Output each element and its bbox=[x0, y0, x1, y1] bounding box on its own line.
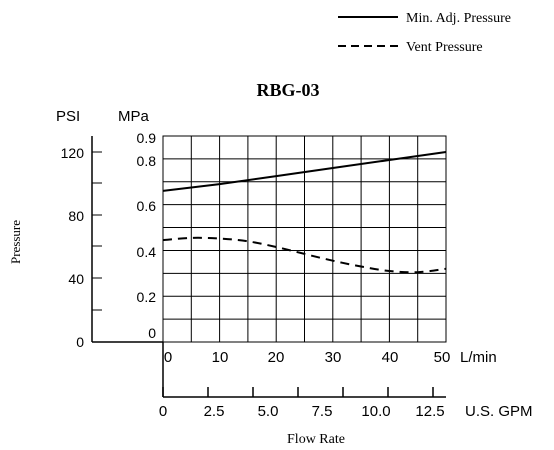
gpm-unit-label: U.S. GPM bbox=[465, 403, 533, 420]
y-right-unit-label: MPa bbox=[118, 108, 150, 125]
gpm-tick-label: 0 bbox=[159, 403, 167, 420]
mpa-tick-label: 0 bbox=[148, 325, 156, 341]
lmin-tick-label: 50 bbox=[434, 349, 451, 366]
legend-label-min-adj-pressure: Min. Adj. Pressure bbox=[406, 11, 511, 26]
lmin-tick-label: 40 bbox=[382, 349, 399, 366]
lmin-unit-label: L/min bbox=[460, 349, 497, 366]
x-axis-title: Flow Rate bbox=[287, 432, 345, 447]
series-layer bbox=[162, 151, 447, 274]
mpa-tick-label: 0.4 bbox=[137, 244, 157, 260]
psi-tick-label: 40 bbox=[68, 271, 84, 287]
grid bbox=[163, 136, 446, 342]
psi-tick-label: 0 bbox=[76, 334, 84, 350]
gpm-tick-label: 10.0 bbox=[361, 403, 390, 420]
plot-area bbox=[162, 135, 447, 343]
y-left-unit-label: PSI bbox=[56, 108, 80, 125]
gpm-tick-label: 12.5 bbox=[415, 403, 444, 420]
mpa-tick-label: 0.9 bbox=[137, 130, 157, 146]
lmin-tick-label: 0 bbox=[164, 349, 172, 366]
mpa-tick-label: 0.6 bbox=[137, 198, 157, 214]
gpm-ticks bbox=[162, 387, 434, 397]
lmin-tick-label: 20 bbox=[268, 349, 285, 366]
mpa-axis: 0 0.2 0.4 0.6 0.8 0.9 bbox=[137, 130, 157, 341]
series-line-min-adj-pressure bbox=[162, 151, 447, 192]
gpm-tick-label: 7.5 bbox=[312, 403, 333, 420]
lmin-tick-label: 30 bbox=[325, 349, 342, 366]
psi-tick-label: 80 bbox=[68, 208, 84, 224]
psi-tick-label: 120 bbox=[61, 145, 85, 161]
psi-axis: 0 40 80 120 bbox=[61, 136, 102, 350]
chart-title: RBG-03 bbox=[257, 80, 320, 100]
mpa-tick-label: 0.8 bbox=[137, 153, 157, 169]
gpm-tick-label: 2.5 bbox=[204, 403, 225, 420]
series-line-vent-pressure bbox=[162, 236, 447, 274]
lmin-tick-label: 10 bbox=[212, 349, 229, 366]
legend-label-vent-pressure: Vent Pressure bbox=[406, 40, 483, 55]
legend: Min. Adj. Pressure Vent Pressure bbox=[338, 11, 511, 55]
x-axes: 0 10 20 30 40 50 L/min 0 2.5 5.0 7.5 10.… bbox=[92, 341, 533, 447]
mpa-tick-label: 0.2 bbox=[137, 289, 157, 305]
y-axis-title: Pressure bbox=[8, 220, 23, 264]
gpm-tick-label: 5.0 bbox=[258, 403, 279, 420]
